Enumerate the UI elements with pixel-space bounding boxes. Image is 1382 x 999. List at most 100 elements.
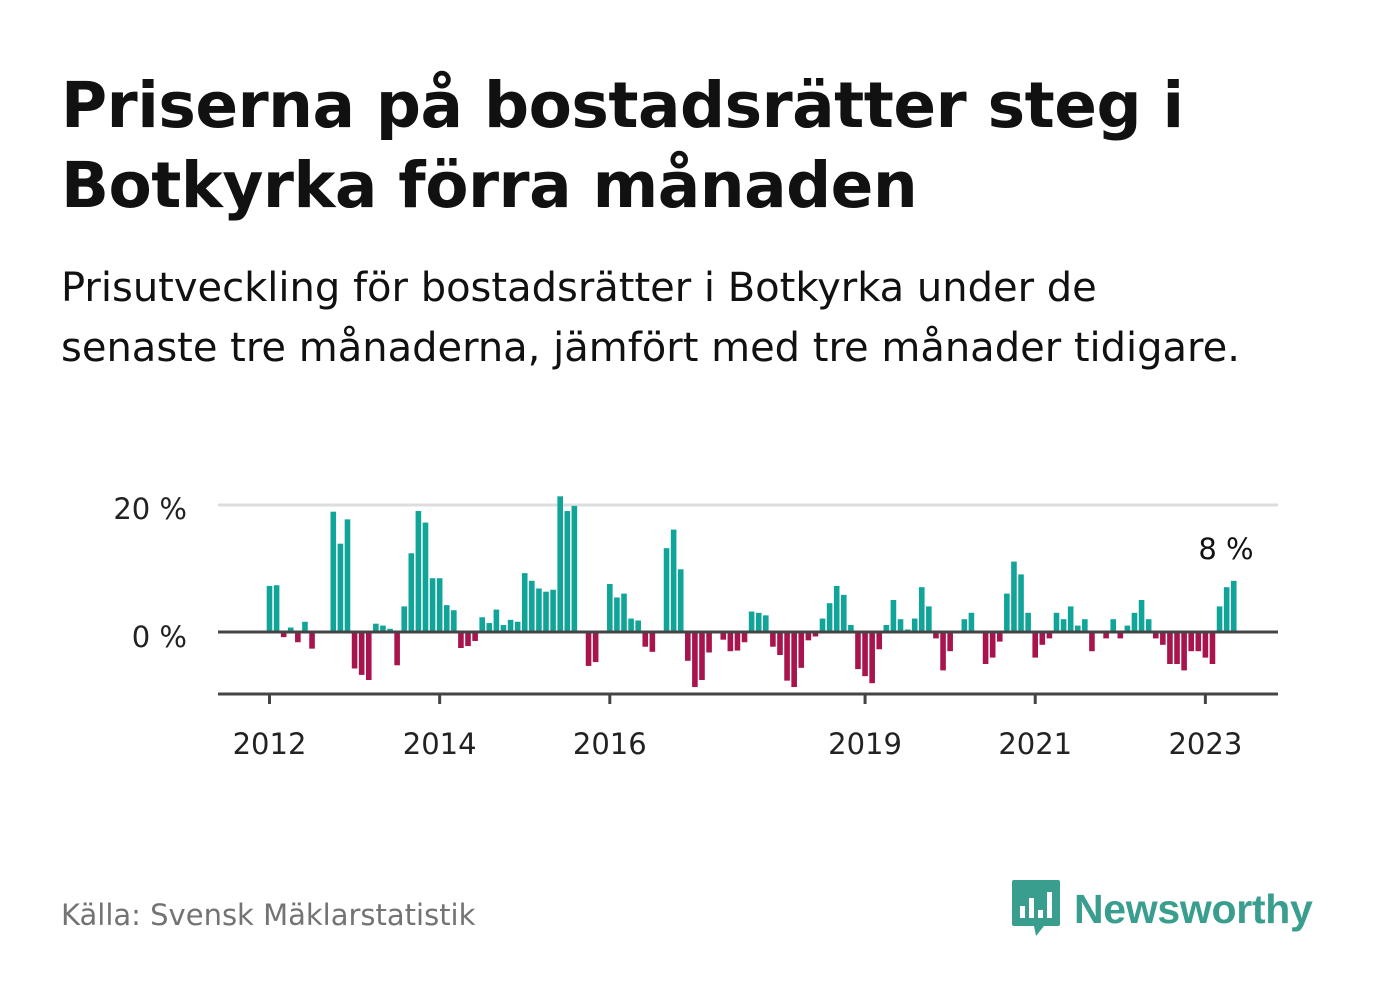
bar — [507, 619, 514, 632]
bar — [791, 632, 797, 688]
bar — [472, 632, 478, 641]
bar — [1004, 593, 1010, 632]
newsworthy-brand[interactable]: Newsworthy — [1010, 878, 1313, 940]
y-tick-label-0: 0 % — [132, 620, 187, 654]
bar — [1160, 632, 1166, 645]
bar — [295, 632, 301, 643]
bar — [536, 588, 542, 632]
bar — [1074, 625, 1081, 632]
bar — [784, 632, 790, 681]
bar — [677, 569, 684, 632]
bar — [287, 627, 294, 632]
bar — [940, 632, 946, 671]
bar — [968, 612, 975, 632]
bar — [685, 632, 691, 661]
bar — [592, 632, 599, 663]
bar — [358, 632, 365, 675]
bar — [330, 511, 337, 632]
bar — [521, 573, 528, 632]
brand-name: Newsworthy — [1074, 885, 1313, 932]
bar — [273, 585, 280, 632]
bar — [1053, 612, 1060, 632]
newsworthy-logo-icon — [1012, 880, 1060, 936]
bar — [443, 605, 450, 632]
bar — [280, 632, 287, 638]
bar — [763, 615, 769, 632]
bar — [798, 632, 805, 668]
bar — [1103, 632, 1109, 639]
bar — [1124, 625, 1131, 632]
bar — [1131, 612, 1138, 632]
bar — [365, 632, 372, 680]
bar — [465, 632, 471, 647]
bar — [309, 632, 315, 649]
bar — [1110, 619, 1117, 632]
bar — [897, 619, 904, 632]
bar — [982, 632, 989, 664]
last-value-label: 8 % — [1198, 532, 1253, 566]
bar — [933, 632, 939, 639]
bar — [890, 600, 897, 632]
bar — [1025, 612, 1031, 632]
bar — [514, 621, 521, 632]
bar — [947, 632, 953, 652]
bar — [429, 578, 436, 632]
x-ticks-group: 2012 2014 2016 2019 2021 2023 — [233, 694, 1242, 761]
bar — [415, 511, 422, 632]
bar — [1032, 632, 1039, 658]
bar — [826, 603, 833, 632]
bar — [692, 632, 698, 688]
bar — [1011, 561, 1017, 632]
y-tick-label-20: 20 % — [113, 492, 187, 526]
bar — [812, 632, 819, 637]
bar — [394, 632, 400, 666]
bar — [862, 632, 868, 677]
bar — [755, 612, 762, 632]
bar — [1167, 632, 1173, 664]
bar — [996, 632, 1003, 642]
x-tick-label: 2014 — [403, 727, 477, 761]
bar — [869, 632, 875, 684]
bar — [720, 632, 727, 640]
bar — [805, 632, 812, 641]
bar — [493, 609, 500, 632]
bar — [727, 632, 734, 652]
bar — [961, 619, 968, 632]
x-tick-label: 2012 — [233, 727, 307, 761]
bar — [266, 585, 273, 632]
bar — [1230, 580, 1237, 632]
x-tick-label: 2019 — [828, 727, 902, 761]
source-note: Källa: Svensk Mäklarstatistik — [61, 898, 476, 932]
bar — [571, 505, 578, 632]
bar — [1223, 587, 1230, 632]
bar — [670, 529, 677, 632]
bar — [699, 632, 705, 680]
bar — [855, 632, 861, 670]
bars-group — [266, 496, 1237, 688]
bar — [1174, 632, 1180, 664]
bar — [436, 578, 443, 632]
bar — [628, 618, 634, 632]
bar — [1060, 619, 1067, 632]
bar — [344, 519, 351, 632]
bar — [819, 618, 826, 632]
bar — [770, 632, 776, 647]
bar — [1181, 632, 1187, 671]
bar — [663, 548, 670, 632]
x-tick-label: 2021 — [998, 727, 1072, 761]
bar — [1082, 619, 1088, 632]
bar — [302, 621, 308, 632]
bar — [351, 632, 358, 669]
bar — [557, 496, 563, 632]
bar — [1216, 606, 1223, 632]
bar — [833, 585, 840, 632]
bar — [479, 617, 485, 632]
bar — [876, 632, 883, 650]
bar — [337, 543, 344, 632]
bar — [1145, 619, 1152, 632]
bar — [1117, 632, 1124, 639]
bar — [635, 620, 641, 632]
bar — [706, 632, 712, 653]
bar — [848, 624, 854, 632]
bar — [918, 587, 925, 632]
